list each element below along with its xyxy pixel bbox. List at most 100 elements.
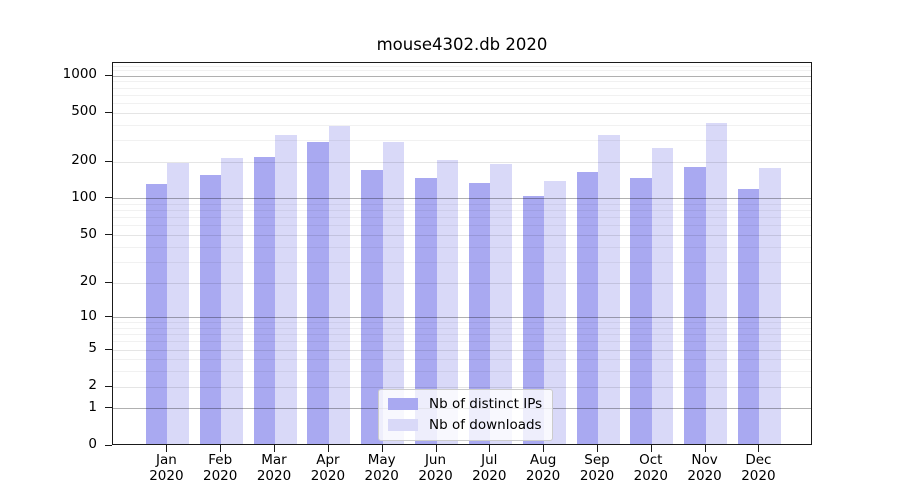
legend-swatch-downloads bbox=[388, 419, 418, 431]
x-tick-aug bbox=[543, 444, 545, 452]
bar-downloads-apr bbox=[328, 125, 351, 444]
y-tick-label-5: 5 bbox=[88, 340, 97, 357]
x-tick-label-may: May 2020 bbox=[364, 451, 399, 484]
gridline-800 bbox=[113, 87, 811, 89]
bar-distinct-ips-may bbox=[361, 169, 383, 444]
gridline-500 bbox=[113, 112, 811, 114]
y-tick-label-20: 20 bbox=[79, 273, 97, 289]
gridline-5 bbox=[113, 349, 811, 351]
gridline-30 bbox=[113, 261, 811, 263]
y-tick-5 bbox=[105, 348, 112, 350]
x-tick-label-feb: Feb 2020 bbox=[203, 451, 238, 484]
gridline-300 bbox=[113, 139, 811, 141]
gridline-100 bbox=[113, 198, 811, 200]
x-tick-oct bbox=[650, 444, 652, 452]
gridline-700 bbox=[113, 94, 811, 96]
gridline-20 bbox=[113, 282, 811, 284]
gridline-6 bbox=[113, 341, 811, 343]
gridline-2 bbox=[113, 386, 811, 388]
bar-downloads-aug bbox=[544, 180, 566, 444]
bar-downloads-may bbox=[382, 142, 405, 444]
bar-distinct-ips-apr bbox=[307, 142, 329, 444]
y-tick-2 bbox=[105, 385, 112, 387]
gridline-60 bbox=[113, 225, 811, 227]
gridline-900 bbox=[113, 81, 811, 83]
bars-layer bbox=[113, 63, 811, 444]
bar-distinct-ips-nov bbox=[684, 166, 706, 444]
gridline-600 bbox=[113, 102, 811, 104]
bar-distinct-ips-jun bbox=[415, 178, 437, 444]
gridline-10 bbox=[113, 317, 811, 319]
bar-downloads-sep bbox=[598, 134, 620, 444]
y-tick-label-200: 200 bbox=[71, 152, 97, 168]
gridline-8 bbox=[113, 327, 811, 329]
bar-distinct-ips-feb bbox=[199, 175, 222, 444]
bar-distinct-ips-jul bbox=[468, 182, 491, 444]
x-tick-label-mar: Mar 2020 bbox=[256, 451, 292, 484]
y-tick-label-2: 2 bbox=[88, 377, 97, 394]
x-tick-label-aug: Aug 2020 bbox=[525, 451, 561, 484]
gridline-80 bbox=[113, 210, 811, 212]
bar-downloads-dec bbox=[759, 167, 781, 444]
bar-distinct-ips-dec bbox=[737, 189, 760, 444]
x-tick-may bbox=[381, 444, 383, 452]
x-tick-dec bbox=[758, 444, 760, 452]
y-tick-10 bbox=[105, 316, 112, 318]
legend-label-distinct-ips: Nb of distinct IPs bbox=[429, 396, 543, 412]
plot-area: Nb of distinct IPs Nb of downloads bbox=[112, 62, 812, 445]
gridline-4 bbox=[113, 359, 811, 361]
bar-downloads-jun bbox=[436, 159, 458, 444]
x-tick-jul bbox=[489, 444, 491, 452]
legend: Nb of distinct IPs Nb of downloads bbox=[378, 389, 554, 441]
bar-downloads-jul bbox=[490, 164, 512, 444]
legend-label-downloads: Nb of downloads bbox=[429, 417, 542, 433]
gridline-1200 bbox=[113, 65, 811, 67]
x-tick-label-jun: Jun 2020 bbox=[418, 451, 453, 484]
chart-title: mouse4302.db 2020 bbox=[376, 35, 548, 54]
y-tick-20 bbox=[105, 281, 112, 283]
x-tick-label-nov: Nov 2020 bbox=[687, 451, 722, 484]
bar-distinct-ips-oct bbox=[630, 177, 652, 444]
bar-distinct-ips-jan bbox=[145, 183, 168, 444]
y-tick-50 bbox=[105, 234, 112, 235]
bar-distinct-ips-aug bbox=[522, 195, 545, 444]
x-tick-sep bbox=[597, 444, 598, 452]
gridline-400 bbox=[113, 124, 811, 126]
y-tick-1 bbox=[105, 407, 112, 409]
x-tick-mar bbox=[274, 444, 275, 452]
x-tick-label-jul: Jul 2020 bbox=[472, 451, 507, 484]
bar-downloads-feb bbox=[221, 158, 243, 444]
bar-downloads-mar bbox=[275, 134, 297, 444]
gridline-50 bbox=[113, 235, 811, 236]
bar-downloads-oct bbox=[651, 148, 674, 444]
y-tick-500 bbox=[105, 111, 112, 113]
x-tick-jun bbox=[435, 444, 437, 452]
x-tick-label-apr: Apr 2020 bbox=[310, 451, 346, 484]
gridline-1000 bbox=[113, 75, 811, 77]
y-tick-label-500: 500 bbox=[71, 103, 97, 120]
y-tick-label-0: 0 bbox=[88, 436, 97, 452]
gridlines-layer bbox=[113, 63, 811, 444]
bar-downloads-nov bbox=[705, 123, 728, 444]
gridline-1100 bbox=[113, 70, 811, 72]
gridline-90 bbox=[113, 204, 811, 205]
legend-swatch-distinct-ips bbox=[388, 398, 418, 410]
y-tick-label-10: 10 bbox=[79, 307, 97, 324]
gridline-9 bbox=[113, 322, 811, 324]
bar-distinct-ips-mar bbox=[253, 156, 275, 444]
gridline-3 bbox=[113, 371, 811, 373]
gridline-7 bbox=[113, 334, 811, 336]
x-tick-label-oct: Oct 2020 bbox=[633, 451, 668, 484]
x-tick-label-jan: Jan 2020 bbox=[149, 451, 184, 484]
x-tick-label-dec: Dec 2020 bbox=[741, 451, 776, 484]
y-tick-label-50: 50 bbox=[79, 225, 97, 242]
y-tick-0 bbox=[105, 444, 112, 446]
y-tick-200 bbox=[105, 160, 112, 162]
y-tick-100 bbox=[105, 197, 112, 199]
y-tick-label-1000: 1000 bbox=[62, 66, 97, 82]
gridline-70 bbox=[113, 217, 811, 219]
y-tick-1000 bbox=[105, 74, 112, 76]
y-tick-label-1: 1 bbox=[88, 398, 97, 415]
bar-distinct-ips-sep bbox=[576, 171, 598, 444]
